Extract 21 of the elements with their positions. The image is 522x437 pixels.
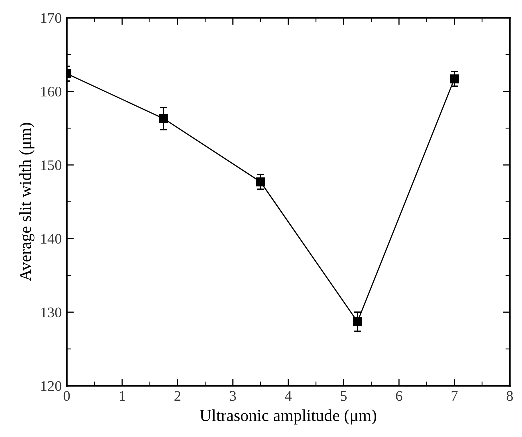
x-tick-label: 4 xyxy=(285,391,292,401)
x-tick-label: 5 xyxy=(341,391,347,402)
y-tick-label: 170 xyxy=(42,13,62,24)
x-axis-title: Ultrasonic amplitude (μm) xyxy=(200,410,376,425)
x-tick-label: 8 xyxy=(506,391,514,402)
y-tick-label: 120 xyxy=(42,381,62,392)
y-tick-label: 130 xyxy=(42,308,62,318)
point xyxy=(159,114,168,124)
x-tick-label: 3 xyxy=(230,391,236,402)
y-tick-label: 140 xyxy=(42,234,62,244)
x-tick-label: 1 xyxy=(120,391,126,401)
point xyxy=(450,74,460,84)
point xyxy=(353,317,362,326)
y-tick-label: 160 xyxy=(42,86,62,97)
x-tick-label: 6 xyxy=(396,391,402,402)
x-tick-label: 0 xyxy=(64,391,70,402)
x-tick-label: 7 xyxy=(452,391,458,401)
x-tick-label: 2 xyxy=(174,391,181,401)
y-axis-title: Average slit width (μm) xyxy=(20,123,35,282)
y-tick-label: 150 xyxy=(42,160,62,170)
point xyxy=(256,178,266,187)
